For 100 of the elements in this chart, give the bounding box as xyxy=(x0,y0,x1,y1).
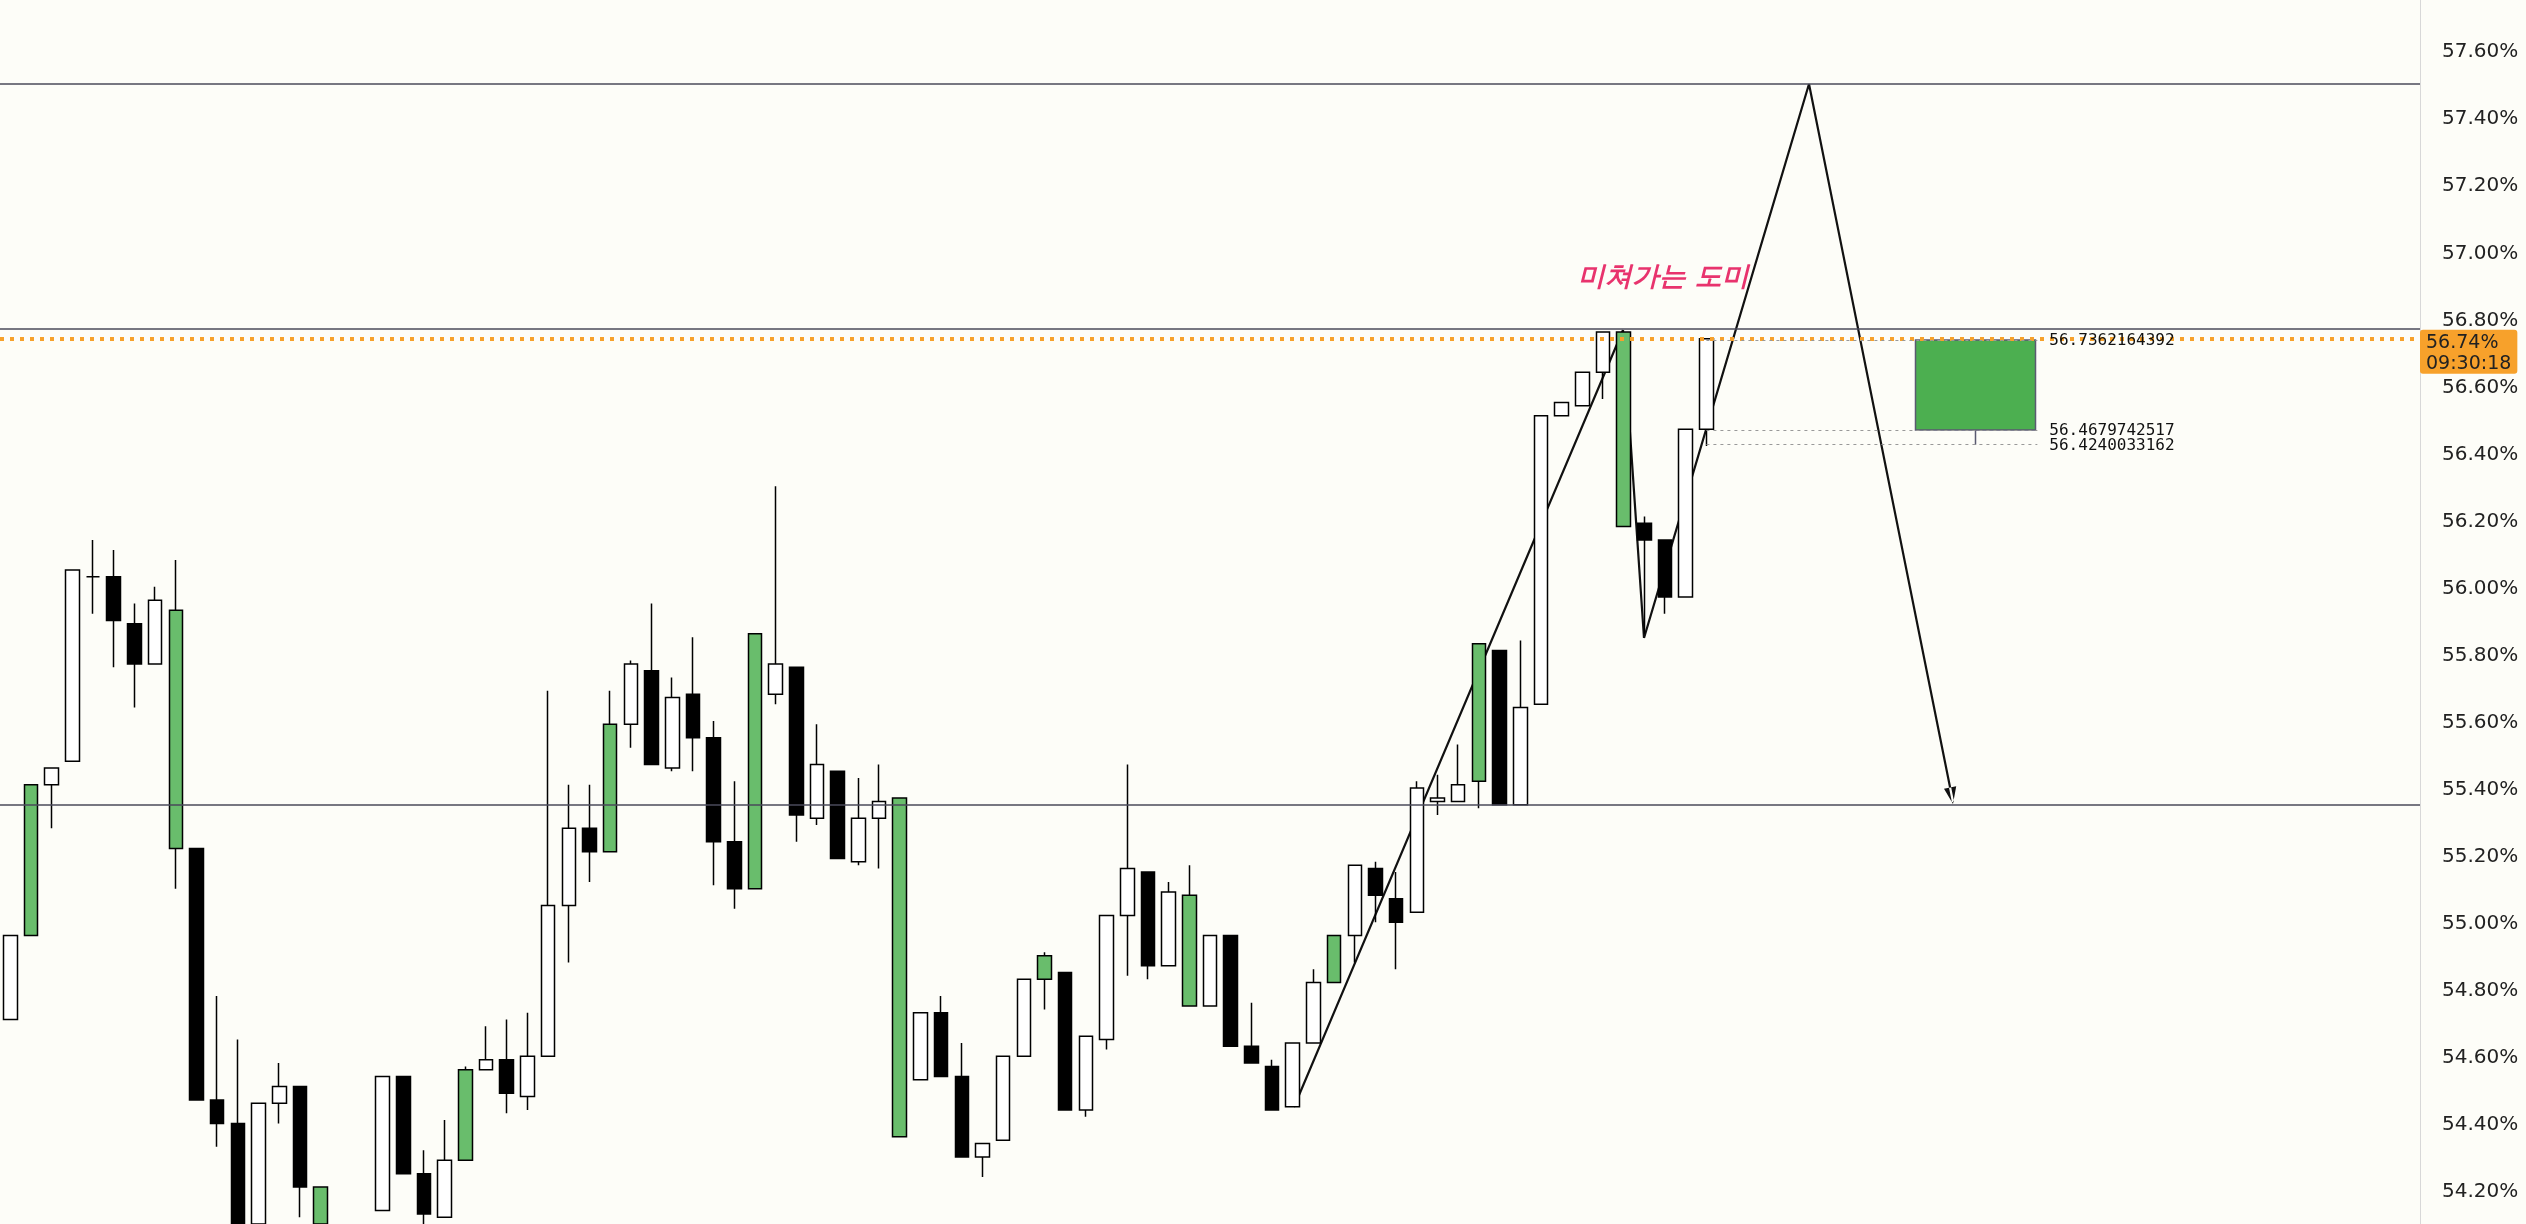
ref-line-label: 56.74% xyxy=(2426,330,2499,353)
candlestick xyxy=(1326,934,1342,984)
candlestick xyxy=(1914,339,2037,446)
candlestick xyxy=(1036,951,1053,1011)
y-tick-label: 57.00% xyxy=(2442,239,2519,264)
candlestick xyxy=(912,1011,929,1081)
candlestick xyxy=(1429,773,1446,816)
candlestick xyxy=(23,783,39,937)
candlestick xyxy=(2,934,19,1021)
candlestick xyxy=(1098,914,1115,1051)
candlestick xyxy=(209,995,225,1148)
candlestick xyxy=(188,847,205,1101)
candlestick xyxy=(788,666,805,843)
candlestick xyxy=(995,1055,1011,1141)
candlestick xyxy=(1491,649,1508,806)
ref-line-label: 56.4240033162 xyxy=(2049,435,2175,455)
candlestick xyxy=(1264,1058,1280,1111)
candlestick xyxy=(250,1102,267,1224)
candlestick xyxy=(230,1038,246,1224)
candlestick xyxy=(1512,639,1529,806)
candlestick xyxy=(147,586,163,665)
candlestick xyxy=(1471,643,1487,809)
candlestick xyxy=(85,539,101,615)
y-tick-label: 57.40% xyxy=(2442,105,2519,130)
y-tick-label: 56.20% xyxy=(2442,507,2519,532)
y-tick-label: 54.20% xyxy=(2442,1178,2519,1203)
y-tick-label: 57.20% xyxy=(2442,172,2519,197)
candlestick xyxy=(1057,971,1073,1111)
candlestick xyxy=(1119,763,1136,977)
candlestick xyxy=(126,602,143,709)
candlestick xyxy=(809,723,825,826)
candlestick xyxy=(519,1011,536,1111)
candlestick xyxy=(767,485,784,705)
y-tick-label: 56.80% xyxy=(2442,306,2519,331)
candlestick xyxy=(1553,401,1570,417)
candlestick xyxy=(540,690,556,1058)
candlestick xyxy=(1657,539,1673,615)
candlestick xyxy=(685,636,701,773)
candlestick xyxy=(43,767,60,830)
candlestick xyxy=(1450,743,1466,803)
candlestick xyxy=(726,780,743,910)
candlestick xyxy=(581,783,598,883)
candlestick xyxy=(1284,1042,1301,1108)
candlestick xyxy=(1140,871,1156,980)
candlestick xyxy=(891,797,908,1138)
candlestick xyxy=(1222,934,1239,1048)
candlestick xyxy=(1698,337,1715,447)
ref-line-label: 56.7362164392 xyxy=(2049,330,2175,350)
candlestick xyxy=(1016,978,1032,1058)
text: 09:30:18 xyxy=(2426,351,2512,374)
candlestick xyxy=(623,659,639,749)
candlestick xyxy=(1347,864,1363,964)
y-tick-label: 54.40% xyxy=(2442,1111,2519,1136)
y-tick-label: 55.60% xyxy=(2442,708,2519,733)
candlestick xyxy=(312,1186,329,1224)
y-tick-label: 56.60% xyxy=(2442,373,2519,398)
candlestick xyxy=(292,1085,308,1219)
y-tick-label: 57.60% xyxy=(2442,38,2519,63)
y-tick-label: 54.60% xyxy=(2442,1044,2519,1069)
candlestick xyxy=(1677,428,1694,598)
annotation: 미쳐가는 도미 xyxy=(1578,260,1752,291)
candlestick xyxy=(271,1062,288,1125)
candlestick xyxy=(974,1142,991,1178)
candlestick xyxy=(561,783,577,964)
candlestick xyxy=(478,1025,494,1071)
candlestick xyxy=(1615,331,1632,528)
candlestick xyxy=(1533,415,1549,705)
candlestick xyxy=(436,1119,453,1219)
candlestick xyxy=(1388,871,1404,970)
candlestick xyxy=(705,720,722,887)
candlestick xyxy=(374,1075,391,1212)
candlestick xyxy=(64,569,81,762)
candlestick xyxy=(1595,331,1611,400)
candlestick xyxy=(829,770,846,860)
candlestick xyxy=(1078,1035,1094,1118)
candlestick xyxy=(871,763,887,870)
candlestick xyxy=(1574,371,1591,407)
y-tick-label: 55.80% xyxy=(2442,641,2519,666)
candlestick xyxy=(168,559,184,890)
candlestick xyxy=(643,602,660,766)
candlestick xyxy=(498,1018,515,1115)
candlestick xyxy=(954,1042,970,1158)
candlestick xyxy=(1367,861,1384,923)
candlestick xyxy=(395,1075,412,1175)
candlestick xyxy=(416,1149,432,1224)
candlestick xyxy=(1160,881,1177,967)
candlestick xyxy=(1305,968,1322,1044)
candlestick xyxy=(747,633,763,890)
y-tick-label: 55.00% xyxy=(2442,910,2519,935)
candlestick xyxy=(105,549,122,669)
candlestick xyxy=(1243,1001,1260,1064)
candlestick xyxy=(1636,515,1653,635)
y-tick-label: 54.80% xyxy=(2442,977,2519,1002)
candlestick xyxy=(1202,934,1218,1007)
y-tick-label: 55.40% xyxy=(2442,776,2519,801)
candlestick xyxy=(1409,780,1425,913)
candlestick xyxy=(602,690,618,853)
candlestick xyxy=(1181,864,1198,1007)
candlestick xyxy=(933,995,949,1078)
y-tick-label: 56.40% xyxy=(2442,440,2519,465)
